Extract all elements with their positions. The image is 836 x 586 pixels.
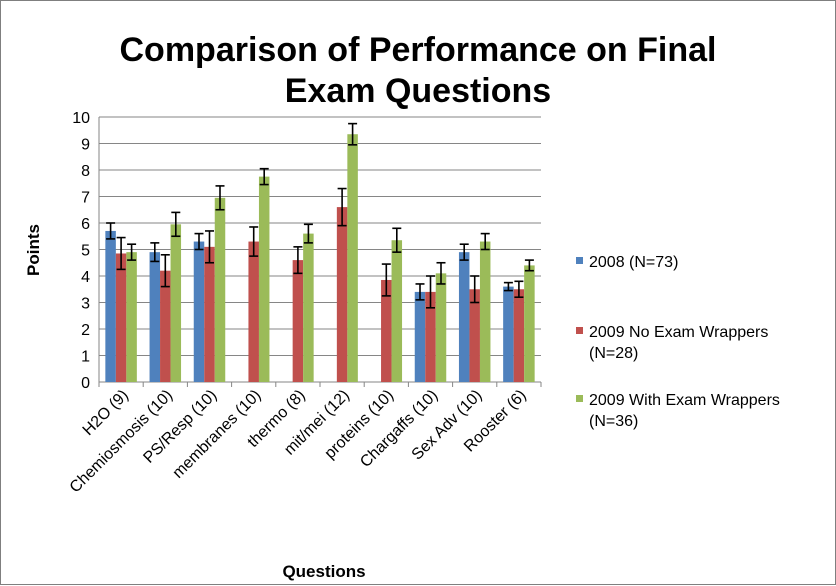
- bar-s2-c1: [170, 224, 182, 382]
- bar-s1-c7: [425, 291, 436, 382]
- legend-swatch-1: [576, 327, 583, 334]
- bar-s0-c7: [414, 291, 426, 382]
- bar-s1-c8: [469, 289, 480, 382]
- y-tick-label-5: 5: [81, 243, 90, 260]
- y-tick-label-8: 8: [81, 163, 90, 180]
- chart-title-line-2: Exam Questions: [285, 72, 551, 110]
- bar-s0-c9: [503, 286, 514, 382]
- bar-s1-c4: [292, 260, 304, 382]
- bar-s2-c9: [524, 265, 535, 382]
- bar-s0-c8: [458, 252, 470, 382]
- legend-swatch-0: [576, 257, 583, 264]
- bar-s2-c2: [214, 197, 226, 382]
- bar-s1-c3: [248, 241, 259, 382]
- legend: 2008 (N=73) 2009 No Exam Wrappers (N=28) 20…: [576, 254, 780, 430]
- y-tick-label-9: 9: [81, 137, 90, 154]
- legend-label-1-line-1: (N=28): [589, 345, 638, 362]
- bar-s2-c4: [303, 233, 314, 382]
- bar-s2-c8: [479, 241, 491, 382]
- chart-title-line-1: Comparison of Performance on Final: [120, 31, 717, 69]
- bar-s1-c5: [336, 207, 348, 382]
- bar-s2-c5: [347, 134, 358, 382]
- bar-s2-c7: [435, 273, 447, 382]
- bar-s1-c2: [204, 246, 215, 382]
- bar-s2-c3: [258, 176, 270, 382]
- y-tick-label-7: 7: [81, 190, 90, 207]
- bar-s0-c2: [193, 241, 205, 382]
- y-tick-label-10: 10: [72, 110, 90, 127]
- y-tick-label-6: 6: [81, 216, 90, 233]
- y-axis-title: Points: [24, 224, 43, 276]
- legend-label-1-line-0: 2009 No Exam Wrappers: [589, 324, 768, 341]
- bar-s1-c9: [513, 289, 525, 382]
- y-tick-label-4: 4: [81, 269, 90, 286]
- bar-s2-c6: [391, 240, 403, 382]
- bar-s2-c0: [126, 252, 137, 382]
- legend-label-2-line-0: 2009 With Exam Wrappers: [589, 392, 780, 409]
- x-tick-label-7: Chargaffs (10): [357, 387, 441, 471]
- y-tick-label-2: 2: [81, 322, 90, 339]
- bar-s0-c0: [105, 230, 116, 382]
- bar-s0-c1: [149, 252, 161, 382]
- bar-s1-c0: [115, 253, 127, 382]
- y-tick-label-1: 1: [81, 349, 90, 366]
- bar-s1-c1: [160, 270, 171, 382]
- bar-s1-c6: [381, 279, 392, 382]
- chart-title: Comparison of Performance on Final Exam …: [120, 31, 717, 110]
- legend-swatch-2: [576, 395, 583, 402]
- legend-label-2-line-1: (N=36): [589, 413, 638, 430]
- y-tick-label-0: 0: [81, 375, 90, 392]
- y-tick-label-3: 3: [81, 296, 90, 313]
- legend-label-0-line-0: 2008 (N=73): [589, 254, 678, 271]
- x-axis-title: Questions: [282, 562, 365, 581]
